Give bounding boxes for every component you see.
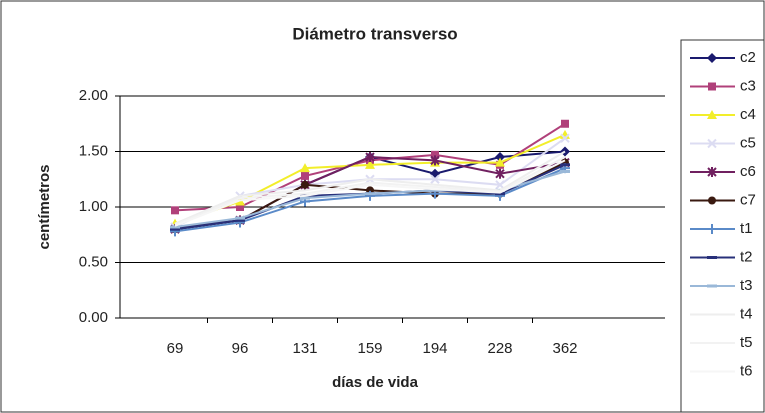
legend-label: c2 xyxy=(740,49,756,66)
y-tick-label: 2.00 xyxy=(79,87,108,104)
legend-label: c4 xyxy=(740,106,756,123)
legend-label: t3 xyxy=(740,277,753,294)
y-tick-label: 0.00 xyxy=(79,309,108,326)
marker xyxy=(707,224,717,234)
legend-label: c3 xyxy=(740,77,756,94)
marker xyxy=(495,157,505,167)
y-axis-label: centímetros xyxy=(36,164,53,249)
series-line xyxy=(174,159,566,227)
x-tick-label: 69 xyxy=(167,340,184,357)
marker xyxy=(707,110,717,119)
marker xyxy=(365,152,375,163)
marker xyxy=(365,159,375,169)
legend-label: t6 xyxy=(740,362,753,379)
marker xyxy=(301,180,309,189)
x-tick-label: 194 xyxy=(422,340,447,357)
marker xyxy=(707,138,717,149)
x-tick-label: 96 xyxy=(232,340,249,357)
marker xyxy=(300,163,310,173)
x-tick-label: 159 xyxy=(357,340,382,357)
marker xyxy=(495,180,505,190)
marker xyxy=(708,82,716,91)
marker xyxy=(560,133,570,143)
legend-label: t1 xyxy=(740,220,753,237)
y-tick-label: 1.00 xyxy=(79,198,108,215)
marker xyxy=(430,155,440,166)
marker xyxy=(707,53,717,63)
legend-label: c6 xyxy=(740,163,756,180)
marker xyxy=(495,152,505,163)
marker xyxy=(236,203,244,211)
x-axis-label: días de vida xyxy=(332,374,419,391)
chart-title: Diámetro transverso xyxy=(292,24,457,43)
legend-label: t4 xyxy=(740,305,753,322)
marker xyxy=(708,196,716,205)
marker xyxy=(301,171,309,180)
marker xyxy=(561,119,569,128)
marker xyxy=(431,150,439,159)
marker xyxy=(171,206,179,215)
legend-box xyxy=(680,39,765,413)
legend-label: t2 xyxy=(740,248,753,265)
marker xyxy=(430,174,440,184)
marker xyxy=(495,168,505,179)
x-tick-label: 362 xyxy=(552,340,577,357)
marker xyxy=(707,167,717,177)
x-tick-label: 131 xyxy=(292,340,317,357)
x-tick-label: 228 xyxy=(487,340,512,357)
y-tick-label: 1.50 xyxy=(79,142,108,159)
y-tick-label: 0.50 xyxy=(79,253,108,270)
legend-label: t5 xyxy=(740,334,753,351)
legend-label: c7 xyxy=(740,191,756,208)
legend-label: c5 xyxy=(740,134,756,151)
